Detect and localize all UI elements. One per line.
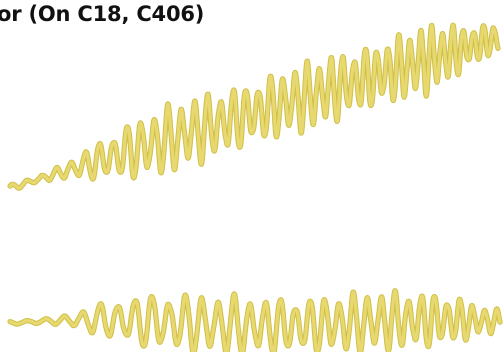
lower-waveform-trace bbox=[8, 289, 502, 352]
upper-waveform-trace bbox=[8, 23, 500, 190]
upper-waveform bbox=[7, 22, 501, 191]
lower-waveform bbox=[7, 288, 503, 352]
figure-title: or (On C18, C406) bbox=[0, 2, 205, 26]
